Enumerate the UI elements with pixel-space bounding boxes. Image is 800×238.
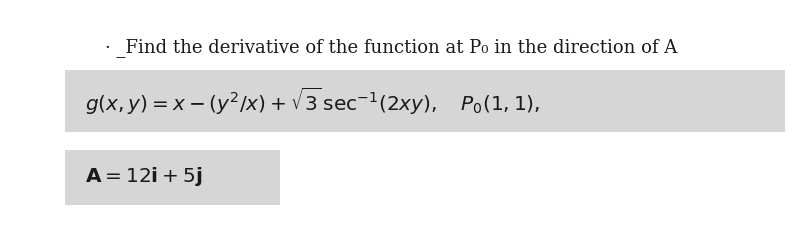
Bar (65, 150, 280, 205)
Text: · _Find the derivative of the function at P₀ in the direction of A: · _Find the derivative of the function a… (105, 38, 678, 57)
Text: $\mathbf{A} = 12\mathbf{i} + 5\mathbf{j}$: $\mathbf{A} = 12\mathbf{i} + 5\mathbf{j}… (85, 165, 202, 188)
Bar (65, 70, 785, 132)
Text: $g(x, y) = x - (y^2/x) + \sqrt{3}\,\mathrm{sec}^{-1}(2xy), \quad P_0(1, 1),$: $g(x, y) = x - (y^2/x) + \sqrt{3}\,\math… (85, 85, 540, 117)
